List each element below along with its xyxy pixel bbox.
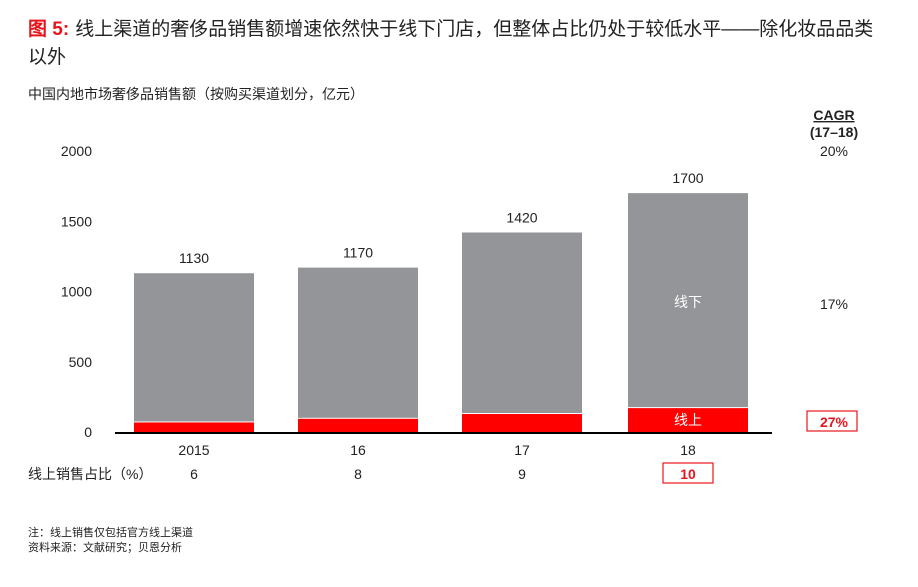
bar-online [134, 422, 254, 432]
cagr-header: CAGR [813, 107, 854, 123]
data-label-total: 1130 [179, 250, 209, 266]
x-tick-label: 18 [680, 442, 696, 458]
y-tick-label: 0 [84, 424, 92, 440]
online-share-value: 8 [354, 466, 362, 482]
figure-label: 图 5: [28, 19, 70, 40]
y-tick-label: 2000 [61, 143, 92, 159]
cagr-online-box [806, 410, 858, 432]
series-label-offline: 线下 [674, 294, 702, 310]
bar-online [628, 408, 748, 432]
cagr-total: 20% [820, 143, 848, 159]
online-share-value: 9 [518, 466, 526, 482]
bar-offline [298, 267, 418, 418]
data-label-total: 1700 [672, 170, 703, 186]
cagr-offline: 17% [820, 296, 848, 312]
x-tick-label: 17 [514, 442, 530, 458]
data-label-total: 1170 [343, 245, 373, 261]
y-tick-label: 500 [69, 354, 93, 370]
footnote: 注：线上销售仅包括官方线上渠道 [28, 527, 193, 539]
cagr-online: 27% [820, 414, 849, 430]
chart-subtitle: 中国内地市场奢侈品销售额（按购买渠道划分，亿元） [28, 86, 364, 102]
bar-online [298, 418, 418, 432]
cagr-period: (17–18) [810, 124, 858, 140]
online-share-value: 6 [190, 466, 198, 482]
online-share-label: 线上销售占比（%） [28, 466, 152, 482]
highlight-box [662, 462, 714, 484]
source-note: 资料来源：文献研究；贝恩分析 [28, 542, 182, 554]
bar-offline [628, 193, 748, 408]
figure-title-text: 线上渠道的奢侈品销售额增速依然快于线下门店，但整体占比仍处于较低水平——除化妆品… [28, 19, 874, 68]
x-tick-label: 2015 [178, 442, 209, 458]
y-tick-label: 1000 [61, 284, 92, 300]
figure-title: 图 5: 线上渠道的奢侈品销售额增速依然快于线下门店，但整体占比仍处于较低水平——… [28, 16, 888, 72]
series-label-online: 线上 [674, 412, 702, 428]
bar-offline [462, 232, 582, 414]
bar-offline [134, 273, 254, 422]
y-tick-label: 1500 [61, 213, 92, 229]
x-tick-label: 16 [350, 442, 366, 458]
data-label-total: 1420 [506, 209, 537, 225]
online-share-value: 10 [680, 466, 696, 482]
bar-online [462, 414, 582, 432]
